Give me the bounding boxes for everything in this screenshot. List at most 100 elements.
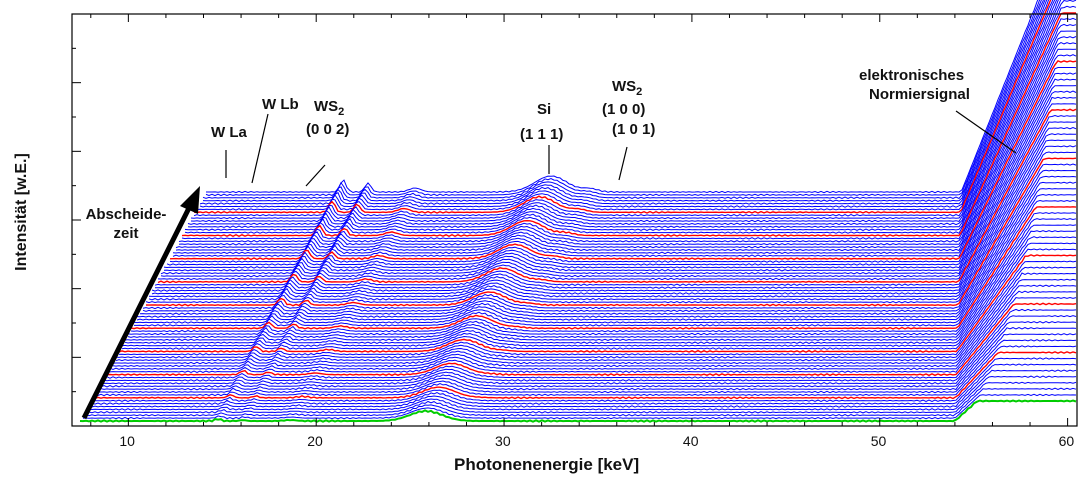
- spectrum-line: [115, 266, 1077, 359]
- x-tick-label: 30: [495, 433, 511, 449]
- spectrum-line: [145, 151, 1076, 304]
- spectrum-line: [155, 121, 1077, 289]
- spectrum-line: [187, 0, 1062, 229]
- spectrum-line: [106, 302, 1077, 377]
- spectrum-line: [169, 67, 1077, 263]
- spectrum-line: [178, 23, 1077, 243]
- spectrum-line: [151, 126, 1077, 292]
- spectrum-line: [196, 0, 1050, 211]
- spectrum-line: [163, 85, 1077, 272]
- spectrum-line: [127, 224, 1077, 339]
- spectrum-line: [151, 133, 1077, 295]
- norm-label-line2: Normiersignal: [869, 86, 970, 103]
- spectrum-line: [148, 145, 1077, 301]
- ws2-b-sub: 2: [636, 86, 643, 98]
- spectrum-line: [136, 187, 1077, 321]
- spectrum-base: [79, 399, 1077, 423]
- spectrum-line: [190, 0, 1058, 223]
- spectrum-line: [184, 0, 1077, 231]
- spectrum-line: [193, 0, 1052, 214]
- spectrum-line: [98, 339, 1077, 394]
- annotation-arrow: [81, 186, 200, 420]
- spectrum-line: [154, 114, 1077, 287]
- peak-leader-lines: [225, 110, 1017, 187]
- spectrum-line: [124, 236, 1077, 344]
- x-tick-label: 20: [307, 433, 323, 449]
- ws2-a-sub: 2: [338, 106, 345, 118]
- peak-label-si: Si: [537, 101, 552, 118]
- spectrum-line: [181, 17, 1077, 240]
- spectrum-line: [121, 242, 1077, 347]
- spectrum-line: [157, 103, 1077, 281]
- spectrum-line: [136, 181, 1077, 318]
- spectrum-line: [124, 230, 1077, 342]
- spectrum-line: [142, 169, 1077, 313]
- spectrum-line: [187, 0, 1059, 226]
- spectrum-line: [109, 290, 1076, 371]
- spectrum-line: [160, 96, 1077, 278]
- norm-label-line1: elektronisches: [859, 67, 965, 84]
- spectrum-line: [148, 139, 1077, 298]
- peak-label-ws2-a: WS2: [314, 98, 345, 118]
- spectrum-line: [184, 5, 1077, 234]
- spectra-group: [79, 0, 1077, 423]
- peak-label-ws2-b-index2: (1 0 1): [612, 121, 656, 138]
- spectrum-line: [88, 375, 1077, 411]
- peak-label-w-lb: W Lb: [262, 96, 299, 113]
- spectrum-line: [121, 248, 1077, 350]
- spectrum-line: [172, 48, 1077, 255]
- y-axis-label: Intensität [w.E.]: [13, 153, 30, 271]
- spectrum-line: [175, 36, 1077, 249]
- x-tick-label: 40: [682, 433, 699, 449]
- spectrum-line: [100, 320, 1077, 385]
- x-axis-ticks: [90, 14, 1069, 426]
- spectrum-line: [199, 0, 1048, 208]
- spectrum-line: [145, 157, 1077, 307]
- spectrum-line: [133, 193, 1077, 324]
- arrow-label: Abscheide- zeit: [81, 205, 171, 243]
- x-tick-label: 50: [870, 433, 887, 449]
- arrow-label-text: Abscheide- zeit: [85, 206, 167, 242]
- spectrum-line: [118, 254, 1077, 353]
- peak-label-ws2-b: WS2: [612, 78, 643, 98]
- x-tick-label: 10: [119, 433, 135, 449]
- spectrum-line: [199, 0, 1046, 205]
- ws2-a-text: WS: [314, 98, 339, 115]
- spectrum-line: [97, 333, 1077, 391]
- spectrum-line: [157, 108, 1077, 284]
- spectrum-line: [202, 0, 1042, 200]
- spectrum-line: [205, 0, 1041, 197]
- spectrum-line: [112, 278, 1077, 365]
- peak-label-si-index: (1 1 1): [520, 126, 564, 143]
- spectrum-line: [115, 272, 1077, 362]
- spectrum-line: [127, 218, 1077, 336]
- x-axis-label: Photonenenergie [keV]: [454, 455, 640, 474]
- spectrum-line: [103, 315, 1077, 382]
- spectrum-line: [160, 90, 1077, 275]
- spectrum-line: [82, 393, 1077, 420]
- spectrum-line: [106, 296, 1077, 373]
- spectrum-line: [169, 59, 1077, 261]
- spectrum-line: [190, 0, 1056, 220]
- spectrum-line: [181, 12, 1076, 237]
- peak-label-ws2-a-index: (0 0 2): [306, 121, 350, 138]
- spectrum-line: [85, 387, 1077, 417]
- spectrum-line: [88, 369, 1077, 408]
- spectrum-line: [112, 284, 1077, 368]
- spectrum-line: [130, 206, 1077, 330]
- x-tick-label: 60: [1058, 433, 1075, 449]
- peak-label-w-la: W La: [211, 124, 247, 141]
- spectrum-line: [206, 0, 1039, 194]
- spectrum-line: [178, 30, 1077, 246]
- spectrum-line: [91, 363, 1077, 405]
- spectrum-line: [202, 0, 1044, 202]
- spectrum-line: [175, 42, 1077, 252]
- spectrum-line: [103, 308, 1077, 379]
- peak-label-ws2-b-index1: (1 0 0): [602, 101, 646, 118]
- spectrum-line: [100, 327, 1077, 388]
- spectrum-line: [94, 345, 1077, 397]
- spectrum-line: [134, 199, 1077, 327]
- spectrum-line: [139, 175, 1077, 315]
- spectrum-line: [193, 0, 1054, 217]
